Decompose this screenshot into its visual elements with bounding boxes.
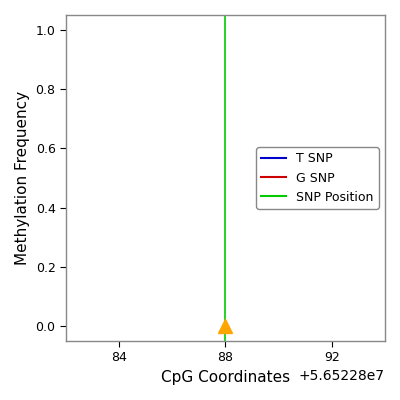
X-axis label: CpG Coordinates: CpG Coordinates <box>161 370 290 385</box>
Legend: T SNP, G SNP, SNP Position: T SNP, G SNP, SNP Position <box>256 147 379 209</box>
Y-axis label: Methylation Frequency: Methylation Frequency <box>15 91 30 265</box>
